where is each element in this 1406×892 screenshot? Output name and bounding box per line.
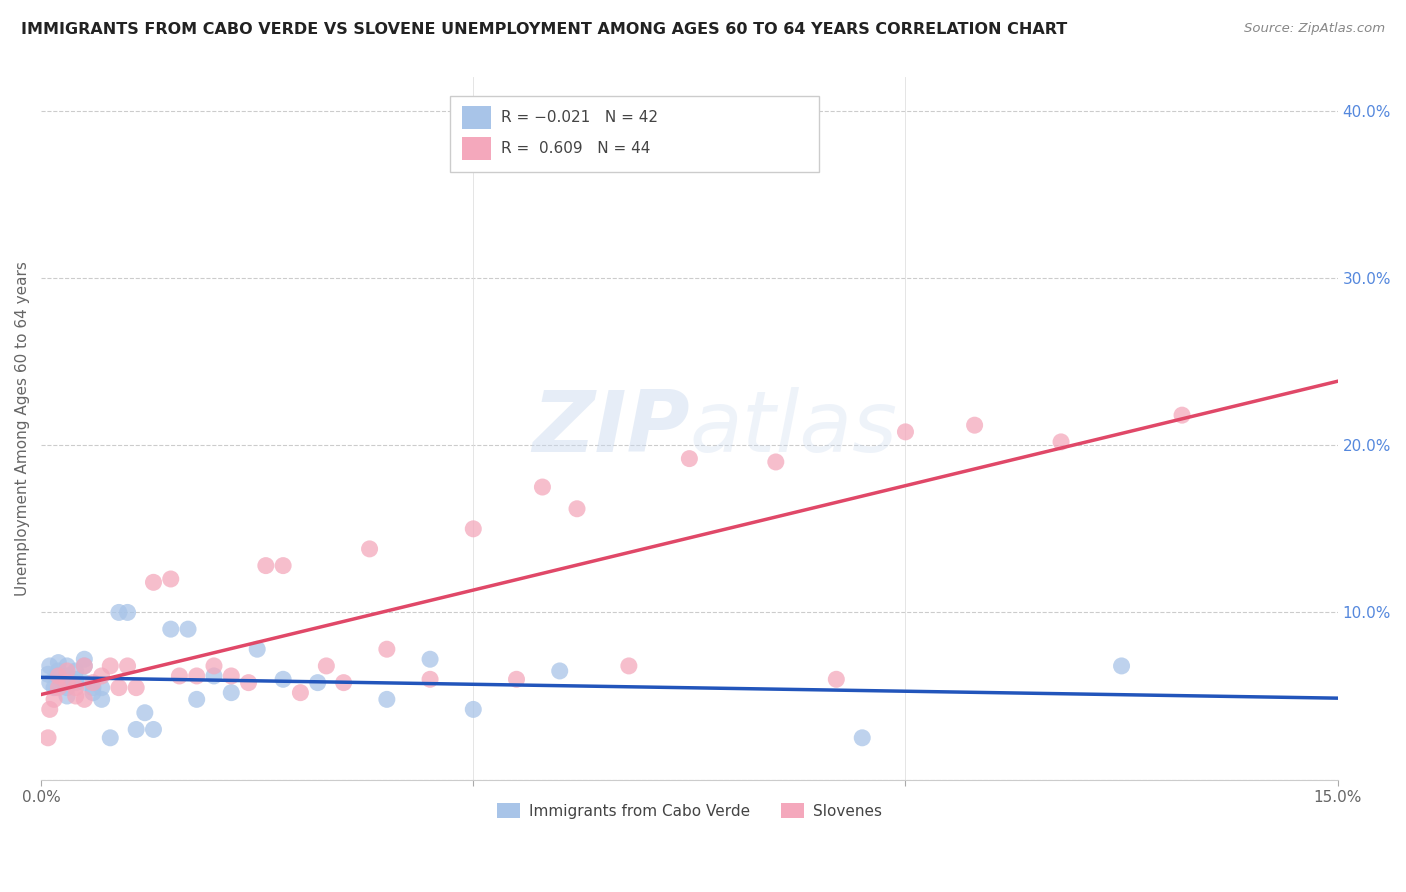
- Point: [159, 572, 181, 586]
- Point: [254, 558, 277, 573]
- Point: [65, 673, 87, 687]
- Point: [419, 673, 441, 687]
- Point: [219, 669, 242, 683]
- Point: [1111, 659, 1133, 673]
- Point: [65, 664, 87, 678]
- Point: [48, 669, 70, 683]
- Point: [125, 681, 148, 695]
- Point: [48, 669, 70, 683]
- Point: [42, 681, 65, 695]
- Point: [332, 675, 354, 690]
- Point: [56, 659, 79, 673]
- Point: [82, 681, 104, 695]
- Point: [463, 702, 485, 716]
- Point: [894, 425, 917, 439]
- Point: [125, 723, 148, 737]
- Point: [117, 659, 139, 673]
- Point: [73, 652, 96, 666]
- Point: [56, 664, 79, 678]
- Point: [271, 673, 294, 687]
- Point: [73, 659, 96, 673]
- Legend: Immigrants from Cabo Verde, Slovenes: Immigrants from Cabo Verde, Slovenes: [491, 797, 889, 824]
- Point: [169, 669, 191, 683]
- Point: [37, 731, 59, 745]
- Point: [246, 642, 269, 657]
- Text: IMMIGRANTS FROM CABO VERDE VS SLOVENE UNEMPLOYMENT AMONG AGES 60 TO 64 YEARS COR: IMMIGRANTS FROM CABO VERDE VS SLOVENE UN…: [21, 22, 1067, 37]
- Point: [851, 731, 873, 745]
- Point: [38, 659, 60, 673]
- Point: [98, 659, 121, 673]
- Point: [186, 692, 208, 706]
- Text: Source: ZipAtlas.com: Source: ZipAtlas.com: [1244, 22, 1385, 36]
- Point: [73, 675, 96, 690]
- Point: [65, 689, 87, 703]
- Point: [963, 418, 986, 433]
- FancyBboxPatch shape: [450, 96, 820, 172]
- Point: [56, 681, 79, 695]
- Point: [52, 675, 75, 690]
- Point: [307, 675, 329, 690]
- Point: [617, 659, 640, 673]
- Point: [202, 659, 225, 673]
- Point: [315, 659, 337, 673]
- Point: [82, 686, 104, 700]
- Point: [48, 656, 70, 670]
- Text: R =  0.609   N = 44: R = 0.609 N = 44: [502, 141, 651, 156]
- Text: R = −0.021   N = 42: R = −0.021 N = 42: [502, 110, 658, 125]
- Text: ZIP: ZIP: [531, 387, 689, 470]
- Point: [1171, 408, 1194, 422]
- Point: [565, 501, 588, 516]
- Bar: [463, 137, 491, 160]
- Point: [65, 681, 87, 695]
- Point: [505, 673, 527, 687]
- Point: [38, 702, 60, 716]
- Point: [159, 622, 181, 636]
- Point: [108, 681, 131, 695]
- Point: [98, 731, 121, 745]
- Point: [202, 669, 225, 683]
- Point: [290, 686, 312, 700]
- Point: [117, 606, 139, 620]
- Point: [134, 706, 156, 720]
- Point: [238, 675, 260, 690]
- Point: [48, 681, 70, 695]
- Point: [38, 675, 60, 690]
- Point: [678, 451, 700, 466]
- Point: [375, 642, 398, 657]
- Point: [90, 681, 112, 695]
- Point: [56, 675, 79, 690]
- Point: [186, 669, 208, 683]
- Point: [142, 575, 165, 590]
- Point: [48, 664, 70, 678]
- Point: [463, 522, 485, 536]
- Point: [42, 692, 65, 706]
- Point: [37, 667, 59, 681]
- Point: [765, 455, 787, 469]
- Point: [531, 480, 554, 494]
- Point: [90, 692, 112, 706]
- Point: [82, 675, 104, 690]
- Y-axis label: Unemployment Among Ages 60 to 64 years: Unemployment Among Ages 60 to 64 years: [15, 261, 30, 596]
- Point: [359, 541, 381, 556]
- Point: [73, 659, 96, 673]
- Point: [56, 669, 79, 683]
- Point: [142, 723, 165, 737]
- Point: [90, 669, 112, 683]
- Point: [108, 606, 131, 620]
- Text: atlas: atlas: [689, 387, 897, 470]
- Point: [56, 689, 79, 703]
- Point: [375, 692, 398, 706]
- Point: [548, 664, 571, 678]
- Point: [219, 686, 242, 700]
- Point: [419, 652, 441, 666]
- Point: [65, 675, 87, 690]
- Point: [73, 692, 96, 706]
- Point: [825, 673, 848, 687]
- Point: [177, 622, 200, 636]
- Point: [271, 558, 294, 573]
- Bar: [463, 106, 491, 128]
- Point: [1050, 434, 1073, 449]
